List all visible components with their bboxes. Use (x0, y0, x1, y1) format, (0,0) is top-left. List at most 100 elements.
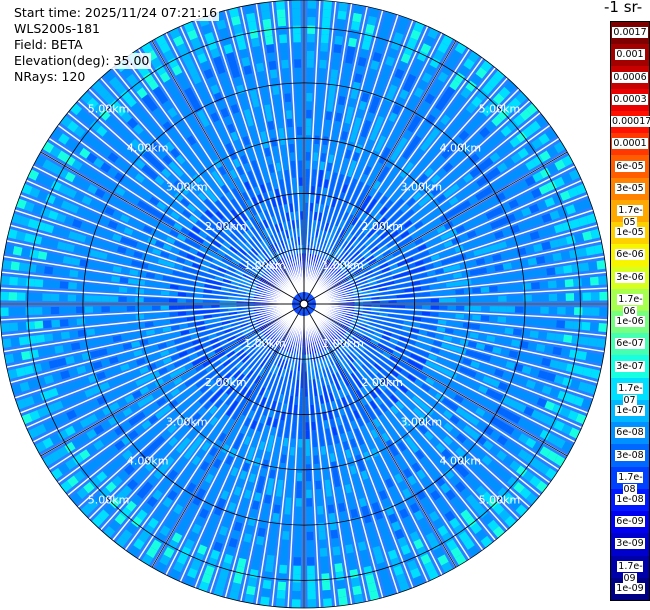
range-gate (240, 341, 249, 348)
range-gate (297, 371, 300, 380)
range-gate (239, 48, 249, 59)
range-gate (283, 239, 288, 248)
range-gate (144, 355, 154, 363)
range-gate (277, 270, 284, 278)
range-gate (379, 300, 389, 304)
range-gate (526, 103, 538, 116)
range-gate (139, 262, 149, 269)
range-gate (233, 255, 242, 262)
range-gate (509, 224, 520, 234)
range-gate (177, 292, 187, 297)
range-gate (142, 447, 153, 458)
range-gate (396, 360, 406, 368)
range-gate (418, 198, 428, 207)
range-gate (344, 194, 351, 204)
range-gate (319, 256, 325, 266)
range-gate (238, 338, 247, 345)
range-gate (298, 177, 303, 186)
range-gate (192, 197, 202, 207)
range-gate (285, 229, 290, 239)
range-gate (243, 435, 251, 446)
range-gate (269, 129, 276, 139)
range-gate (316, 378, 321, 388)
range-gate (230, 198, 239, 208)
range-gate (341, 348, 349, 356)
range-gate (221, 217, 230, 226)
range-gate (252, 259, 260, 267)
range-gate (27, 169, 40, 181)
range-gate (138, 130, 150, 141)
range-gate (283, 248, 288, 257)
range-gate (161, 194, 172, 204)
range-gate (249, 382, 257, 392)
range-gate (306, 498, 313, 507)
range-gate (387, 549, 398, 560)
range-gate (0, 275, 10, 285)
range-gate (368, 494, 378, 504)
range-gate (233, 574, 243, 585)
range-gate (335, 372, 342, 381)
range-gate (48, 387, 59, 398)
ray-line (19, 194, 294, 301)
range-gate (379, 339, 389, 346)
range-gate (407, 412, 417, 422)
range-gate (491, 115, 503, 127)
range-gate (413, 510, 424, 521)
range-gate (410, 353, 420, 361)
range-gate (294, 540, 302, 549)
range-gate (248, 250, 256, 259)
range-gate (247, 286, 256, 291)
range-gate (153, 320, 162, 326)
range-gate (161, 225, 172, 234)
range-gate (322, 359, 328, 368)
range-gate (254, 168, 261, 178)
range-gate (557, 237, 568, 247)
range-gate (257, 404, 264, 414)
ray-line (315, 305, 605, 353)
range-gate (407, 186, 417, 196)
range-gate (169, 312, 178, 317)
range-gate (258, 122, 266, 133)
range-gate (147, 264, 157, 271)
range-gate (350, 178, 358, 188)
range-gate (439, 298, 448, 303)
ray-line (312, 100, 531, 297)
range-gate (86, 444, 98, 456)
range-gate (174, 430, 184, 441)
range-gate (167, 424, 178, 434)
range-gate (525, 159, 537, 171)
range-gate (395, 319, 404, 324)
range-gate (354, 295, 363, 299)
range-gate (353, 4, 364, 15)
range-gate (108, 519, 121, 532)
range-gate (248, 320, 257, 325)
range-gate (293, 565, 301, 575)
range-gate (342, 157, 350, 167)
range-gate (526, 492, 538, 505)
range-gate (443, 435, 453, 446)
range-gate (244, 593, 255, 604)
range-gate (344, 254, 352, 262)
range-gate (207, 76, 217, 87)
range-gate (444, 328, 454, 334)
range-gate (273, 504, 281, 514)
range-gate (376, 372, 385, 381)
range-gate (351, 473, 360, 483)
range-gate (374, 386, 382, 395)
range-gate (357, 232, 366, 241)
range-gate (246, 289, 255, 293)
range-gate (177, 100, 188, 112)
colorbar-tick-label: 1.7e-07 (617, 382, 643, 406)
range-gate (64, 382, 75, 392)
range-gate (386, 458, 395, 469)
range-gate (386, 318, 396, 323)
range-gate (355, 358, 363, 367)
range-gate (364, 393, 373, 403)
range-gate (243, 256, 251, 264)
range-gate (301, 236, 304, 245)
range-gate (245, 209, 253, 219)
range-gate (176, 257, 186, 264)
range-gate (305, 185, 309, 195)
range-label: 4.00km (127, 454, 169, 467)
range-gate (158, 213, 169, 223)
